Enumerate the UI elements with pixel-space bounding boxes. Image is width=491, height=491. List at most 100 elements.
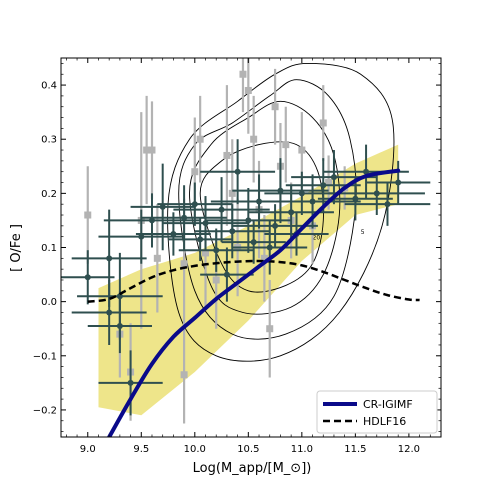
gray-marker	[282, 141, 290, 149]
gray-marker	[148, 146, 156, 154]
x-axis-label: Log(M_app/[M_⊙])	[193, 461, 312, 476]
green-data-point	[71, 279, 147, 345]
x-tick-label: 11.5	[344, 444, 366, 455]
cr-igimf-line	[107, 168, 401, 437]
green-marker	[106, 255, 113, 262]
gray-marker	[260, 254, 268, 262]
green-data-point	[264, 171, 340, 216]
y-tick-label: 0.4	[41, 81, 57, 92]
green-marker	[197, 236, 204, 243]
gray-marker	[196, 135, 204, 143]
gray-data-point	[266, 279, 274, 378]
gray-marker	[153, 254, 161, 262]
density-contour-3	[167, 62, 395, 362]
green-marker	[288, 209, 295, 216]
gray-marker	[202, 249, 210, 257]
green-marker	[202, 220, 209, 227]
green-marker	[223, 271, 230, 278]
green-marker	[352, 195, 359, 202]
green-marker	[218, 206, 225, 213]
x-tick-label: 10.5	[237, 444, 259, 455]
x-tick-label: 10.0	[184, 444, 206, 455]
y-tick-label: 0.0	[41, 297, 57, 308]
green-data-point	[366, 160, 431, 205]
green-marker	[229, 228, 236, 235]
green-marker	[309, 198, 316, 205]
y-tick-label: 0.2	[41, 189, 57, 200]
x-tick-label: 12.0	[398, 444, 420, 455]
green-data-point	[135, 212, 211, 256]
gray-marker	[180, 371, 188, 379]
y-tick-label: 0.3	[41, 135, 57, 146]
y-axis-label: [ O/Fe ]	[9, 224, 24, 272]
green-marker	[250, 239, 257, 246]
green-data-point	[77, 252, 163, 340]
gray-marker	[180, 260, 188, 268]
green-data-point	[200, 139, 276, 205]
y-tick-label: 0.1	[41, 243, 57, 254]
gray-marker	[266, 325, 274, 333]
gray-data-point	[196, 95, 204, 183]
green-marker	[170, 230, 177, 237]
green-data-point	[141, 185, 227, 251]
green-marker	[277, 187, 284, 194]
green-data-point	[157, 182, 233, 226]
green-marker	[116, 293, 123, 300]
lines-layer	[87, 168, 420, 437]
gray-marker	[271, 103, 279, 111]
legend-hdlf16-label: HDLF16	[363, 415, 406, 428]
green-data-point	[178, 228, 254, 272]
green-marker	[363, 168, 370, 175]
gray-marker	[244, 86, 252, 94]
green-marker	[138, 233, 145, 240]
gray-data-point	[84, 166, 92, 264]
gray-data-point	[271, 68, 279, 145]
legend-box	[316, 390, 438, 434]
green-marker	[266, 244, 273, 251]
green-data-point	[344, 182, 431, 226]
green-marker	[272, 222, 279, 229]
gray-data-point	[180, 326, 188, 424]
density-contour-2	[178, 79, 357, 340]
green-marker	[320, 182, 327, 189]
green-data-point	[162, 196, 249, 251]
gray-marker	[228, 189, 236, 197]
green-marker	[148, 217, 155, 224]
green-marker	[181, 214, 188, 221]
green-marker	[127, 379, 134, 386]
x-tick-label: 9.0	[80, 444, 96, 455]
x-tick-label: 11.0	[291, 444, 313, 455]
gray-data-point	[250, 95, 258, 183]
gray-marker	[84, 211, 92, 219]
gray-data-point	[282, 106, 290, 183]
green-data-point	[194, 204, 270, 259]
green-data-point	[98, 350, 163, 416]
contour-label: 5	[361, 229, 365, 236]
gray-marker	[191, 168, 199, 176]
green-marker	[298, 190, 305, 197]
green-marker	[245, 217, 252, 224]
green-marker	[256, 198, 263, 205]
green-marker	[384, 201, 391, 208]
gray-marker	[143, 146, 151, 154]
green-marker	[330, 174, 337, 181]
green-marker	[213, 247, 220, 254]
green-data-point	[232, 220, 308, 275]
x-tick-label: 9.5	[133, 444, 149, 455]
gray-marker	[239, 70, 247, 78]
legend-cr-igimf-label: CR-IGIMF	[363, 398, 413, 411]
gray-data-point	[148, 101, 156, 199]
green-marker	[159, 203, 166, 210]
green-marker	[106, 309, 113, 316]
gray-marker	[250, 135, 258, 143]
green-marker	[373, 190, 380, 197]
gray-data-point	[260, 215, 268, 302]
green-marker	[84, 274, 91, 281]
gray-marker	[223, 151, 231, 159]
green-marker	[395, 179, 402, 186]
contour-label: 20	[313, 234, 321, 241]
hdlf16-line	[87, 259, 420, 303]
green-marker	[234, 168, 241, 175]
ticks-layer: 9.0 9.5 10.0 10.5 11.0 11.5 12.0 −0.2 −0.1 0.0 0.1…	[33, 58, 442, 455]
